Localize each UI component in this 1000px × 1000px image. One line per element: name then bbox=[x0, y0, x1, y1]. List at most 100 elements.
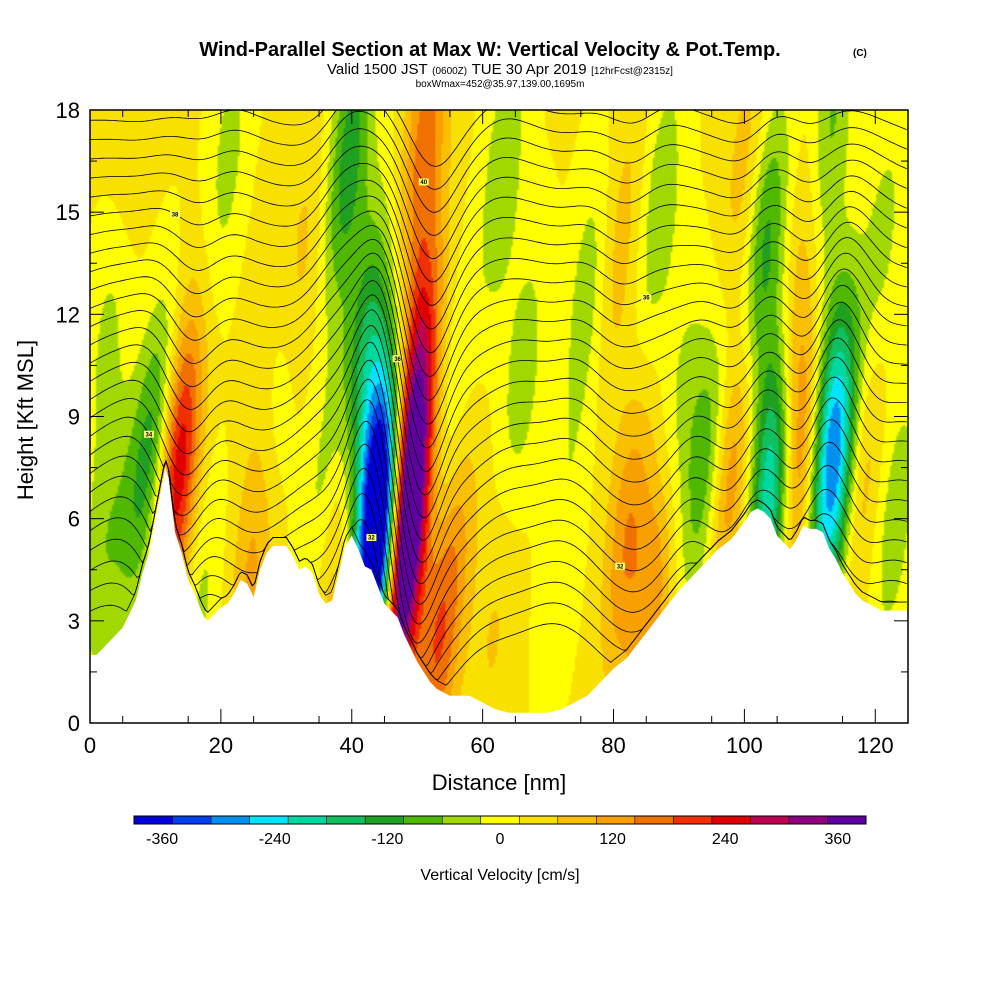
colorbar-tick-label: -240 bbox=[259, 831, 291, 848]
colorbar-swatch bbox=[788, 816, 828, 824]
y-tick-label: 9 bbox=[68, 405, 80, 430]
box-info: boxWmax=452@35.97,139.00,1695m bbox=[416, 79, 585, 90]
colorbar-tick-label: 0 bbox=[496, 831, 505, 848]
theta-contour bbox=[90, 252, 907, 425]
colorbar-swatch bbox=[442, 816, 482, 824]
colorbar-swatch bbox=[711, 816, 751, 824]
theta-label-bg bbox=[641, 293, 652, 301]
colorbar-swatch bbox=[326, 816, 366, 824]
colorbar-swatch bbox=[134, 816, 173, 824]
theta-label-bg bbox=[615, 562, 626, 570]
theta-contour bbox=[90, 224, 907, 377]
theta-label-bg bbox=[170, 210, 181, 218]
y-tick-label: 18 bbox=[56, 98, 80, 123]
theta-label-bg bbox=[392, 355, 403, 363]
x-tick-label: 80 bbox=[601, 733, 625, 758]
theta-contour bbox=[90, 145, 907, 260]
theta-contour-label: 40 bbox=[418, 178, 429, 186]
theta-contour bbox=[90, 309, 907, 519]
theta-label-text: 36 bbox=[394, 357, 401, 363]
chart-subtitle: Valid 1500 JST (0600Z) TUE 30 Apr 2019 [… bbox=[327, 61, 673, 78]
subtitle-valid: Valid 1500 JST bbox=[327, 61, 428, 78]
colorbar-frame bbox=[133, 815, 867, 825]
y-tick-label: 12 bbox=[56, 302, 80, 327]
colorbar: -360 -240 -120 0 120 240 360 bbox=[133, 815, 867, 848]
colorbar-swatch bbox=[480, 816, 520, 824]
y-tick-label: 15 bbox=[56, 200, 80, 225]
x-tick-label: 0 bbox=[84, 733, 96, 758]
theta-contour bbox=[90, 359, 907, 584]
theta-contour bbox=[90, 162, 907, 283]
y-tick-label: 3 bbox=[68, 609, 80, 634]
theta-label-bg bbox=[366, 534, 377, 542]
chart-title-text: Wind-Parallel Section at Max W: Vertical… bbox=[199, 39, 780, 61]
theta-contour bbox=[90, 341, 907, 563]
colorbar-swatch bbox=[634, 816, 674, 824]
colorbar-tick-label: -120 bbox=[371, 831, 403, 848]
theta-contour-label: 32 bbox=[366, 534, 377, 542]
theta-contour bbox=[90, 110, 907, 190]
colorbar-swatch bbox=[750, 816, 790, 824]
subtitle-date: TUE 30 Apr 2019 bbox=[472, 61, 587, 78]
theta-contour bbox=[90, 238, 907, 401]
y-tick-label: 6 bbox=[68, 507, 80, 532]
colorbar-swatch bbox=[557, 816, 597, 824]
theta-label-text: 40 bbox=[420, 180, 427, 186]
theta-label-text: 34 bbox=[146, 432, 153, 438]
chart-title: Wind-Parallel Section at Max W: Vertical… bbox=[199, 39, 867, 61]
theta-contour-label: 36 bbox=[641, 293, 652, 301]
theta-label-text: 32 bbox=[617, 564, 624, 570]
theta-label-text: 32 bbox=[368, 536, 375, 542]
theta-contour bbox=[90, 266, 907, 449]
plot-area: 32 32 34 36 36 38 40 bbox=[90, 110, 908, 723]
colorbar-swatch bbox=[519, 816, 559, 824]
x-tick-label: 40 bbox=[340, 733, 364, 758]
theta-contour bbox=[90, 280, 907, 472]
theta-contour bbox=[90, 294, 907, 496]
subtitle-fcst: [12hrFcst@2315z] bbox=[591, 66, 673, 77]
theta-contour-label: 34 bbox=[143, 430, 154, 438]
x-tick-label: 120 bbox=[857, 733, 894, 758]
theta-contour bbox=[90, 325, 907, 541]
colorbar-swatch bbox=[365, 816, 405, 824]
colorbar-tick-label: -360 bbox=[146, 831, 178, 848]
theta-label-bg bbox=[418, 178, 429, 186]
theta-contour bbox=[90, 179, 907, 306]
theta-contour-label: 32 bbox=[615, 562, 626, 570]
theta-contour bbox=[90, 195, 907, 330]
colorbar-swatch bbox=[211, 816, 250, 824]
theta-contour-label: 36 bbox=[392, 355, 403, 363]
x-tick-label: 60 bbox=[470, 733, 494, 758]
theta-label-text: 36 bbox=[643, 295, 650, 301]
theta-contour bbox=[90, 128, 907, 236]
colorbar-swatch bbox=[403, 816, 443, 824]
x-tick-label: 100 bbox=[726, 733, 763, 758]
theta-contour bbox=[90, 110, 907, 167]
colorbar-swatch bbox=[596, 816, 636, 824]
theta-contour-label: 38 bbox=[170, 210, 181, 218]
colorbar-swatch bbox=[288, 816, 328, 824]
colorbar-tick-label: 240 bbox=[712, 831, 739, 848]
chart-title-mark: (C) bbox=[853, 48, 867, 59]
colorbar-tick-label: 120 bbox=[599, 831, 626, 848]
x-tick-label: 20 bbox=[209, 733, 233, 758]
colorbar-swatch bbox=[673, 816, 713, 824]
theta-contour bbox=[90, 378, 907, 605]
colorbar-swatch bbox=[249, 816, 289, 824]
theta-label-bg bbox=[143, 430, 154, 438]
x-axis-label: Distance [nm] bbox=[432, 770, 567, 795]
colorbar-tick-label: 360 bbox=[824, 831, 851, 848]
theta-contour bbox=[90, 420, 907, 644]
subtitle-utc: (0600Z) bbox=[432, 66, 467, 77]
y-tick-label: 0 bbox=[68, 711, 80, 736]
theta-label-text: 38 bbox=[172, 212, 179, 218]
colorbar-swatch bbox=[172, 816, 212, 824]
y-axis-label: Height [Kft MSL] bbox=[13, 340, 38, 500]
x-axis: 0 20 40 60 80 100 120 bbox=[84, 110, 894, 758]
theta-contour bbox=[90, 210, 907, 354]
theta-contour bbox=[90, 443, 907, 658]
terrain bbox=[90, 467, 908, 723]
colorbar-swatch bbox=[827, 816, 867, 824]
